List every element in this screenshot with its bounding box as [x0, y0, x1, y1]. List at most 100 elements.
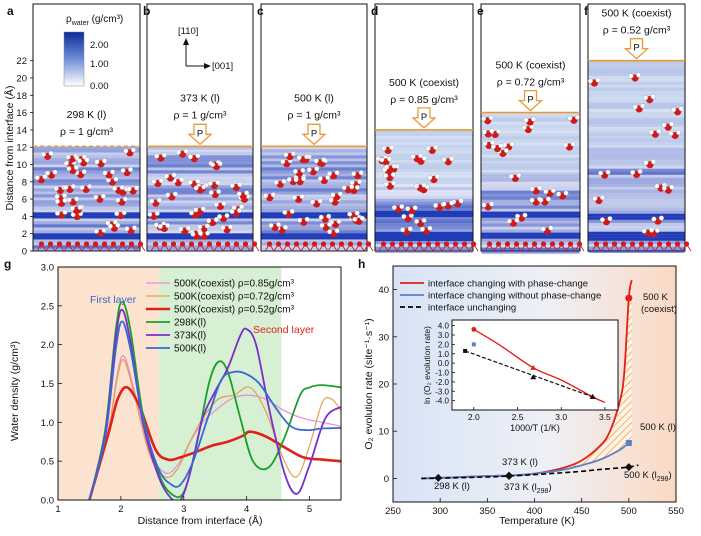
hydrogen-atom: [193, 207, 199, 213]
hydrogen-atom: [54, 210, 60, 216]
density-band: [261, 236, 367, 240]
inset-xlabel: 1000/T (1/K): [510, 423, 560, 433]
hydrogen-atom: [149, 198, 155, 204]
density-band: [588, 246, 685, 250]
density-band: [481, 232, 580, 236]
density-band: [261, 215, 367, 219]
hydrogen-atom: [176, 149, 182, 155]
density-band: [481, 175, 580, 179]
piston-arrow-shape: [623, 38, 650, 60]
hydrogen-atom: [336, 218, 342, 224]
hydrogen-atom: [643, 160, 649, 166]
density-band: [588, 177, 685, 181]
density-band: [261, 152, 367, 156]
density-band: [147, 149, 253, 153]
density-band: [481, 241, 580, 245]
density-label: ρ = 1 g/cm³: [288, 109, 341, 121]
oxygen-atom: [665, 241, 672, 247]
ytick-label-top: 18: [16, 91, 27, 102]
hydrogen-atom: [165, 192, 171, 198]
hydrogen-atom: [34, 175, 40, 181]
density-band: [33, 221, 140, 225]
density-band: [481, 217, 580, 221]
inset-plot: 2.0 2.5 3.0 3.5-4.0-3.0-2.0-1.00.01.02.03.0…: [422, 319, 619, 433]
hydrogen-atom: [126, 186, 132, 192]
hydrogen-atom: [157, 223, 163, 229]
hydrogen-atom: [190, 231, 196, 237]
hydrogen-atom: [632, 104, 638, 110]
density-band: [375, 129, 473, 133]
hydrogen-atom: [481, 129, 487, 135]
oxygen-atom: [443, 241, 450, 247]
density-band: [481, 214, 580, 218]
piston-arrow-shape: [411, 107, 437, 129]
oxygen-atom: [224, 241, 231, 247]
hydrogen-atom: [293, 177, 299, 183]
hydrogen-atom: [286, 177, 292, 183]
xtick-label-g: 4: [244, 504, 249, 515]
density-band: [588, 66, 685, 70]
hydrogen-atom: [179, 177, 185, 183]
hydrogen-atom: [349, 184, 355, 190]
density-band: [481, 205, 580, 209]
density-band: [481, 211, 580, 215]
condition-label: 373 K (l): [180, 92, 220, 104]
density-band: [375, 201, 473, 205]
hydrogen-atom: [178, 226, 184, 232]
density-band: [375, 192, 473, 196]
legend-label: 500K(l): [174, 344, 206, 355]
density-band: [588, 69, 685, 73]
hydrogen-atom: [101, 227, 107, 233]
oxygen-atom: [549, 241, 556, 247]
density-band: [588, 60, 685, 64]
ytick-label-inset: 1.0: [438, 350, 450, 359]
density-band: [481, 226, 580, 230]
oxygen-atom: [110, 241, 117, 247]
hydrogen-atom: [391, 205, 397, 211]
annot-298-l: 298 K (l): [434, 481, 470, 492]
hydrogen-atom: [503, 147, 509, 153]
density-band: [261, 161, 367, 165]
density-band: [33, 230, 140, 234]
ytick-label-top: 6: [22, 195, 27, 206]
density-band: [588, 99, 685, 103]
oxygen-atom: [206, 241, 213, 247]
hydrogen-atom: [481, 116, 487, 122]
hydrogen-atom: [669, 184, 675, 190]
density-band: [481, 148, 580, 152]
density-band: [588, 204, 685, 208]
g-ylabel: Water density (g/cm³): [9, 341, 21, 441]
density-band: [261, 149, 367, 153]
data-point: [625, 440, 632, 446]
density-band: [375, 150, 473, 154]
hydrogen-atom: [641, 228, 647, 234]
hydrogen-atom: [325, 175, 331, 181]
hydrogen-atom: [81, 169, 87, 175]
density-band: [588, 87, 685, 91]
hydrogen-atom: [77, 158, 83, 164]
oxygen-atom: [233, 241, 240, 247]
density-band: [588, 183, 685, 187]
hydrogen-atom: [421, 155, 427, 161]
hydrogen-atom: [595, 77, 601, 83]
oxygen-atom: [128, 241, 135, 247]
inset-red-point: [530, 364, 537, 370]
hydrogen-atom: [239, 204, 245, 210]
hydrogen-atom: [100, 193, 106, 199]
substrate: [36, 241, 146, 252]
hydrogen-atom: [433, 144, 439, 150]
density-band: [588, 168, 685, 172]
hydrogen-atom: [556, 191, 562, 197]
h-annotations: 500 K (coexist) 500 K (l) 500 K (l298) 3…: [434, 292, 677, 495]
md-panel-a: a 298 K (l) ρ = 1 g/cm³: [7, 3, 146, 252]
hydrogen-atom: [121, 210, 127, 216]
hydrogen-atom: [607, 216, 613, 222]
hydrogen-atom: [661, 122, 667, 128]
oxygen-atom: [152, 241, 159, 247]
density-band: [147, 164, 253, 168]
hydrogen-atom: [217, 214, 223, 220]
density-band: [375, 141, 473, 145]
density-band: [33, 233, 140, 237]
hydrogen-atom: [317, 176, 323, 182]
hydrogen-atom: [193, 185, 199, 191]
